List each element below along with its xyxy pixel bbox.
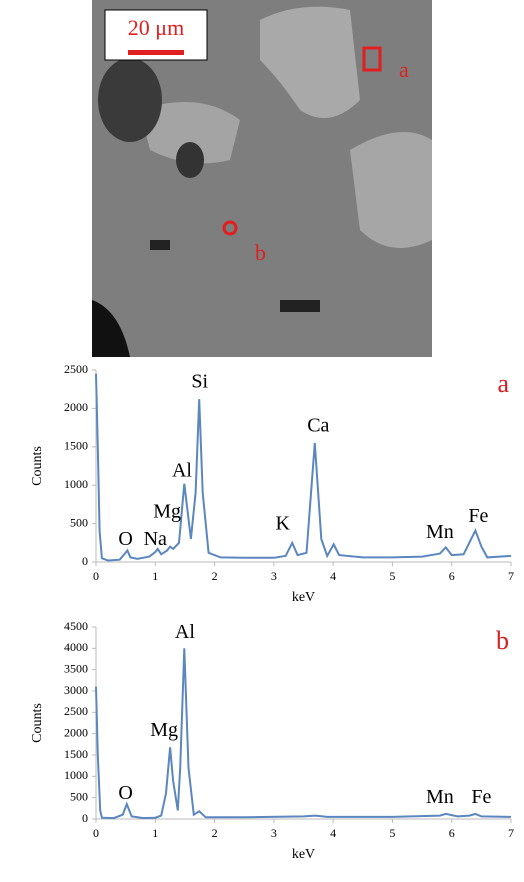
peak-label: O: [118, 782, 132, 804]
x-tick-label: 2: [212, 569, 218, 583]
x-tick-label: 3: [271, 569, 277, 583]
y-tick-label: 1500: [64, 439, 88, 453]
x-tick-label: 4: [330, 826, 336, 840]
y-tick-label: 2000: [64, 400, 88, 414]
peak-label: Al: [172, 460, 192, 482]
x-tick-label: 6: [449, 569, 455, 583]
peak-label: Mg: [153, 500, 181, 522]
light-phase: [140, 102, 240, 164]
y-tick-label: 1000: [64, 768, 88, 782]
point-marker: [222, 220, 238, 236]
dark-grain: [176, 142, 204, 178]
peak-label: Al: [175, 621, 195, 643]
dark-region: [92, 300, 130, 357]
marker-label: a: [399, 57, 409, 82]
x-axis-label: keV: [292, 590, 315, 605]
y-tick-label: 0: [82, 554, 88, 568]
y-tick-label: 2500: [64, 362, 88, 376]
y-axis-label: Counts: [30, 446, 45, 486]
pore: [280, 300, 320, 312]
y-tick-label: 4000: [64, 640, 88, 654]
scale-label: 20 μm: [128, 15, 184, 40]
x-tick-label: 0: [93, 569, 99, 583]
x-tick-label: 6: [449, 826, 455, 840]
y-tick-label: 0: [82, 811, 88, 825]
y-tick-label: 500: [70, 789, 88, 803]
y-tick-label: 1500: [64, 747, 88, 761]
x-tick-label: 1: [152, 569, 158, 583]
light-phase: [350, 132, 432, 248]
x-tick-label: 0: [93, 826, 99, 840]
x-tick-label: 2: [212, 826, 218, 840]
x-tick-label: 5: [389, 826, 395, 840]
light-phase: [260, 6, 360, 119]
peak-label: Mn: [426, 521, 454, 543]
scale-bar: [128, 50, 184, 55]
x-tick-label: 3: [271, 826, 277, 840]
x-axis-label: keV: [292, 847, 315, 862]
x-tick-label: 1: [152, 826, 158, 840]
micrograph: 20 μm a b: [92, 0, 432, 357]
y-tick-label: 3500: [64, 661, 88, 675]
x-tick-label: 4: [330, 569, 336, 583]
peak-label: Ca: [307, 414, 329, 436]
peak-label: Mg: [150, 719, 178, 741]
x-tick-label: 5: [389, 569, 395, 583]
x-tick-label: 7: [508, 826, 514, 840]
y-axis-label: Counts: [30, 703, 45, 743]
y-tick-label: 2000: [64, 725, 88, 739]
peak-label: Fe: [468, 505, 488, 527]
y-tick-label: 1000: [64, 477, 88, 491]
marker-label: b: [255, 240, 266, 265]
peak-label: Si: [191, 371, 208, 393]
x-tick-label: 7: [508, 569, 514, 583]
dark-grain: [98, 58, 162, 142]
panel-label: a: [497, 369, 509, 398]
peak-label: K: [276, 513, 291, 535]
peak-label: Mn: [426, 786, 454, 808]
y-tick-label: 3000: [64, 683, 88, 697]
y-tick-label: 2500: [64, 704, 88, 718]
pore: [150, 240, 170, 250]
y-tick-label: 4500: [64, 619, 88, 633]
peak-label: Na: [144, 528, 167, 550]
peak-label: O: [118, 528, 132, 550]
spectrum-line: [95, 648, 512, 820]
peak-label: Fe: [471, 786, 491, 808]
spectrum-line: [95, 373, 512, 562]
panel-label: b: [496, 626, 509, 655]
y-tick-label: 500: [70, 515, 88, 529]
area-marker: [362, 46, 382, 72]
